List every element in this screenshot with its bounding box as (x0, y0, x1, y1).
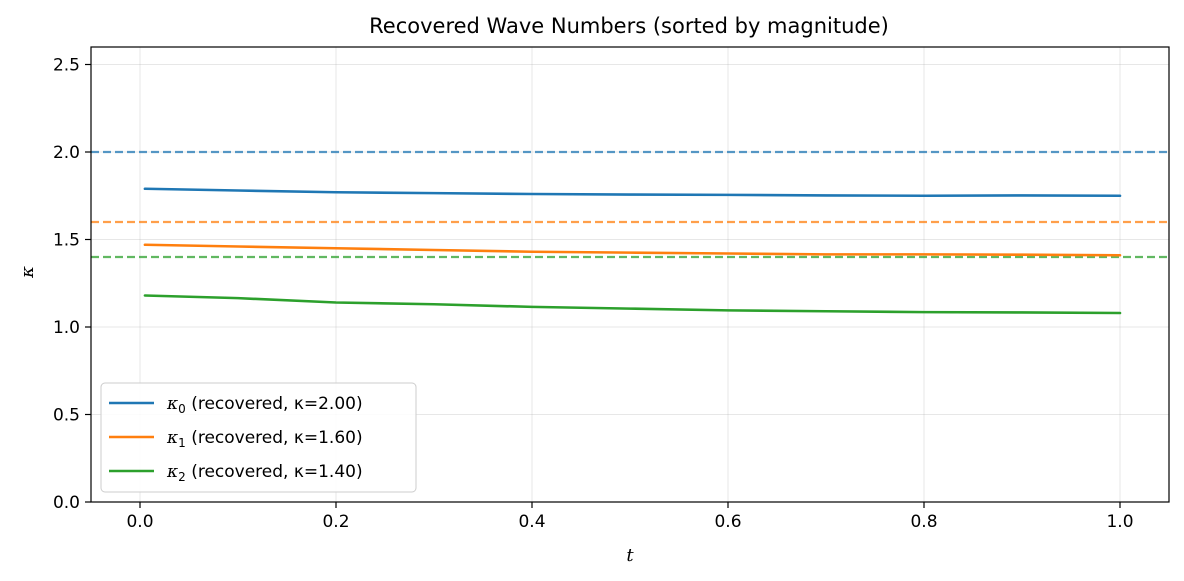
x-tick-label: 0.6 (714, 512, 741, 532)
legend-box (100, 382, 417, 493)
series-line (143, 294, 1122, 315)
y-tick-label: 0.0 (53, 493, 80, 513)
series-line (143, 187, 1122, 198)
y-tick-label: 0.5 (53, 406, 80, 426)
series-line (143, 243, 1122, 257)
x-tick-label: 1.0 (1106, 512, 1133, 532)
x-tick-label: 0.0 (126, 512, 153, 532)
legend-label: κ0 (recovered, κ=2.00) (166, 394, 363, 416)
legend: κ0 (recovered, κ=2.00)κ1 (recovered, κ=1… (100, 382, 417, 493)
x-axis-label: t (626, 545, 634, 566)
legend-symbol: κ (166, 462, 178, 482)
y-tick-label: 2.5 (53, 56, 80, 76)
legend-subscript: 0 (178, 402, 186, 416)
x-tick-label: 0.4 (518, 512, 545, 532)
legend-description: (recovered, κ=1.40) (186, 462, 363, 482)
legend-subscript: 2 (178, 470, 186, 484)
y-tick-label: 1.5 (53, 231, 80, 251)
legend-description: (recovered, κ=1.60) (186, 428, 363, 448)
x-tick-label: 0.8 (910, 512, 937, 532)
legend-symbol: κ (166, 428, 178, 448)
chart-title: Recovered Wave Numbers (sorted by magnit… (369, 14, 889, 38)
y-axis: 0.0 0.5 1.0 1.5 2.0 2.5 (53, 56, 91, 513)
x-tick-label: 0.2 (322, 512, 349, 532)
legend-label: κ1 (recovered, κ=1.60) (166, 428, 363, 450)
plot-frame (90, 46, 1170, 503)
x-axis: 0.0 0.2 0.4 0.6 0.8 1.0 (126, 502, 1134, 532)
y-tick-label: 2.0 (53, 143, 80, 163)
series-lines (143, 187, 1122, 315)
legend-label: κ2 (recovered, κ=1.40) (166, 462, 363, 484)
y-axis-label: κ (17, 266, 38, 279)
legend-subscript: 1 (178, 436, 186, 450)
y-tick-label: 1.0 (53, 318, 80, 338)
legend-symbol: κ (166, 394, 178, 414)
legend-description: (recovered, κ=2.00) (186, 394, 363, 414)
